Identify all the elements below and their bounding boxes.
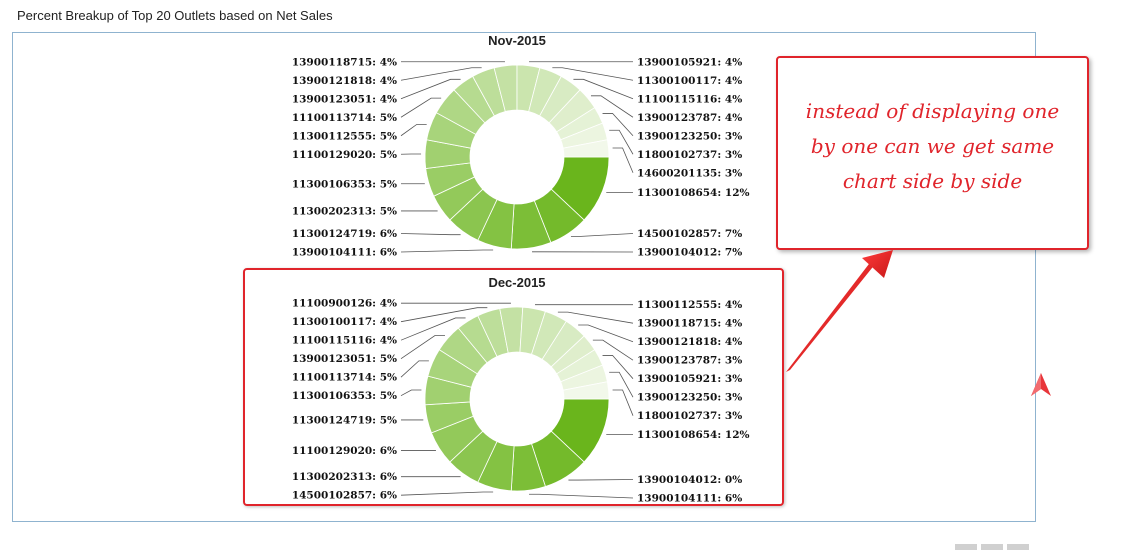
dec-chart-highlight-box xyxy=(243,268,784,506)
chart-title: Nov-2015 xyxy=(488,33,546,48)
label-leader-line xyxy=(613,148,633,173)
note-line: chart side by side xyxy=(778,164,1087,199)
label-leader-line xyxy=(603,113,633,135)
bottom-button[interactable] xyxy=(981,544,1003,550)
label-leader-line xyxy=(401,124,427,135)
annotation-note-text: instead of displaying one by one can we … xyxy=(778,94,1087,199)
slice-label: 11100113714: 5% xyxy=(292,112,397,124)
slice-label: 13900104012: 7% xyxy=(637,247,742,259)
slice-label: 13900123787: 4% xyxy=(637,112,742,124)
slice-label: 13900121818: 4% xyxy=(292,75,397,87)
slice-label: 14500102857: 7% xyxy=(637,228,742,240)
slice-label: 11300108654: 12% xyxy=(637,187,750,199)
label-leader-line xyxy=(609,130,633,154)
slice-label: 11300112555: 5% xyxy=(292,130,397,142)
slice-label: 11100115116: 4% xyxy=(637,93,742,105)
slice-label: 14600201135: 3% xyxy=(637,167,742,179)
label-leader-line xyxy=(401,234,461,235)
slice-label: 11300202313: 5% xyxy=(292,205,397,217)
slice-label: 11300106353: 5% xyxy=(292,178,397,190)
donut-chart-nov: Nov-2015 13900105921: 4% 11300100117: 4% 11… xyxy=(260,30,775,258)
slice-label: 13900123051: 4% xyxy=(292,93,397,105)
bottom-button[interactable] xyxy=(1007,544,1029,550)
page-title: Percent Breakup of Top 20 Outlets based … xyxy=(17,8,333,23)
slice-label: 11100129020: 5% xyxy=(292,149,397,161)
slice-label: 13900123250: 3% xyxy=(637,130,742,142)
label-leader-line xyxy=(571,234,633,237)
slice-label: 11300100117: 4% xyxy=(637,75,742,87)
note-line: instead of displaying one xyxy=(778,94,1087,129)
note-line: by one can we get same xyxy=(778,129,1087,164)
slice-label: 13900104111: 6% xyxy=(292,247,397,259)
arrow-up-icon[interactable] xyxy=(1029,372,1053,398)
annotation-note-box: instead of displaying one by one can we … xyxy=(776,56,1089,250)
label-leader-line xyxy=(401,250,493,252)
slice-label: 13900105921: 4% xyxy=(637,56,742,68)
donut-svg: Nov-2015 13900105921: 4% 11300100117: 4% 11… xyxy=(260,30,775,258)
bottom-button[interactable] xyxy=(955,544,977,550)
slice-label: 11300124719: 6% xyxy=(292,228,397,240)
slice-label: 11800102737: 3% xyxy=(637,149,742,161)
slice-label: 13900118715: 4% xyxy=(292,56,397,68)
